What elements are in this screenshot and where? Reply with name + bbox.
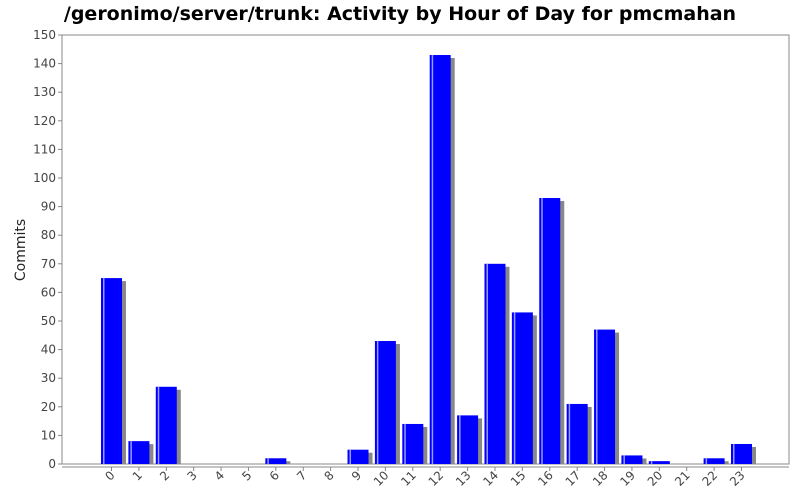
x-tick-label: 15 bbox=[508, 468, 529, 489]
x-tick-label: 5 bbox=[239, 468, 254, 483]
bar-highlight bbox=[103, 278, 105, 464]
bar-hour-19 bbox=[621, 455, 643, 464]
x-tick-label: 21 bbox=[672, 468, 693, 489]
bar-hour-15 bbox=[511, 312, 533, 464]
bar-highlight bbox=[568, 403, 571, 464]
bar-hour-0 bbox=[101, 278, 122, 464]
x-tick-label: 12 bbox=[426, 468, 447, 489]
x-tick-label: 14 bbox=[480, 468, 501, 489]
bar-hour-10 bbox=[374, 341, 396, 464]
x-tick-label: 9 bbox=[349, 468, 364, 483]
bar-hour-16 bbox=[539, 198, 561, 464]
x-tick-label: 4 bbox=[212, 468, 227, 483]
bar-hour-11 bbox=[402, 423, 424, 464]
x-tick-label: 13 bbox=[453, 468, 474, 489]
y-tick-label: 90 bbox=[41, 200, 56, 214]
bar-highlight bbox=[650, 461, 653, 464]
x-tick-label: 22 bbox=[700, 468, 721, 489]
y-axis: 0 10 20 30 40 50 60 70 80 90 100 110 120 130 140 150 bbox=[33, 28, 62, 471]
y-tick-label: 140 bbox=[33, 57, 56, 71]
bar-highlight bbox=[431, 55, 434, 465]
x-tick-label: 20 bbox=[645, 468, 666, 489]
bar-highlight bbox=[157, 386, 160, 464]
y-tick-label: 100 bbox=[33, 171, 56, 185]
x-tick-label: 18 bbox=[590, 468, 611, 489]
x-tick-label: 23 bbox=[727, 468, 748, 489]
bar-hour-20 bbox=[648, 461, 670, 464]
bar-highlight bbox=[459, 415, 461, 464]
bar-highlight bbox=[623, 455, 625, 464]
bar-hour-2 bbox=[155, 386, 177, 464]
bar-highlight bbox=[130, 441, 132, 464]
x-axis: 0 1 2 3 4 5 6 7 8 9 10 11 12 13 14 15 16 17 18 19 20 21 22 23 bbox=[102, 467, 748, 489]
bar-highlight bbox=[541, 198, 543, 464]
chart-title: /geronimo/server/trunk: Activity by Hour… bbox=[63, 3, 737, 25]
plot-area bbox=[61, 34, 790, 465]
x-tick-label: 2 bbox=[157, 468, 172, 483]
bar-hour-1 bbox=[128, 441, 150, 464]
x-tick-label: 1 bbox=[130, 468, 145, 483]
y-tick-label: 30 bbox=[41, 371, 56, 385]
y-tick-label: 150 bbox=[33, 28, 56, 42]
y-tick-label: 130 bbox=[33, 85, 56, 99]
y-tick-label: 120 bbox=[33, 114, 56, 128]
bar-hour-18 bbox=[594, 329, 616, 464]
bar-hour-6 bbox=[265, 458, 287, 464]
y-tick-label: 10 bbox=[41, 428, 56, 442]
bar-highlight bbox=[486, 263, 488, 464]
x-tick-label: 7 bbox=[294, 468, 309, 483]
x-tick-label: 6 bbox=[267, 468, 282, 483]
bar-hour-22 bbox=[703, 458, 725, 464]
y-tick-label: 70 bbox=[41, 257, 56, 271]
bar-highlight bbox=[376, 341, 379, 464]
x-tick-label: 10 bbox=[371, 468, 392, 489]
bar-highlight bbox=[733, 443, 735, 464]
x-tick-label: 17 bbox=[563, 468, 584, 489]
bar-highlight bbox=[705, 458, 708, 464]
x-tick-label: 0 bbox=[102, 468, 117, 483]
bar-highlight bbox=[404, 423, 406, 464]
y-axis-label: Commits bbox=[13, 219, 29, 281]
bar-hour-23 bbox=[731, 443, 752, 464]
x-tick-label: 11 bbox=[398, 468, 419, 489]
bar-highlight bbox=[596, 329, 598, 464]
bar-highlight bbox=[349, 449, 352, 464]
y-tick-label: 20 bbox=[41, 400, 56, 414]
x-tick-label: 19 bbox=[617, 468, 638, 489]
bar-hour-12 bbox=[429, 55, 451, 465]
y-tick-label: 80 bbox=[41, 228, 56, 242]
y-tick-label: 110 bbox=[33, 142, 56, 156]
y-tick-label: 40 bbox=[41, 343, 56, 357]
bar-hour-13 bbox=[457, 415, 479, 464]
bars bbox=[101, 55, 756, 465]
y-tick-label: 60 bbox=[41, 285, 56, 299]
y-tick-label: 50 bbox=[41, 314, 56, 328]
x-tick-label: 3 bbox=[184, 468, 199, 483]
x-tick-label: 8 bbox=[321, 468, 336, 483]
bar-highlight bbox=[267, 458, 269, 464]
bar-hour-9 bbox=[347, 449, 369, 464]
bar-highlight bbox=[513, 312, 516, 464]
y-tick-label: 0 bbox=[48, 457, 56, 471]
x-tick-label: 16 bbox=[535, 468, 556, 489]
bar-hour-14 bbox=[484, 263, 506, 464]
bar-hour-17 bbox=[566, 403, 588, 464]
